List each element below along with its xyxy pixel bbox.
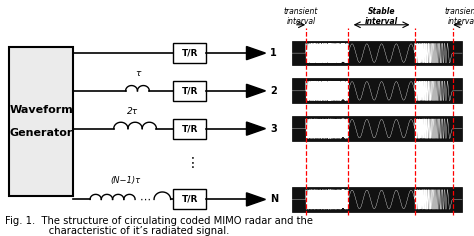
Text: Waveform

Generator: Waveform Generator: [9, 105, 73, 138]
Bar: [173, 43, 206, 63]
Text: 1: 1: [270, 48, 277, 58]
Bar: [292, 78, 462, 103]
Text: τ: τ: [135, 69, 140, 78]
Text: characteristic of it’s radiated signal.: characteristic of it’s radiated signal.: [5, 226, 229, 236]
Bar: [173, 81, 206, 101]
Polygon shape: [246, 122, 265, 135]
Polygon shape: [246, 193, 265, 206]
Text: T/R: T/R: [182, 124, 198, 133]
Polygon shape: [246, 46, 265, 60]
Bar: [292, 187, 462, 212]
Text: Fig. 1.  The structure of circulating coded MIMO radar and the: Fig. 1. The structure of circulating cod…: [5, 216, 313, 226]
Text: transient
interval: transient interval: [284, 7, 318, 26]
Text: T/R: T/R: [182, 86, 198, 95]
Text: 2: 2: [270, 86, 277, 96]
Bar: [173, 118, 206, 139]
Polygon shape: [246, 84, 265, 97]
Text: T/R: T/R: [182, 195, 198, 204]
Text: N: N: [270, 194, 278, 204]
Text: T/R: T/R: [182, 49, 198, 58]
Text: 2τ: 2τ: [127, 107, 138, 116]
Bar: [173, 189, 206, 210]
Text: $\vdots$: $\vdots$: [185, 155, 194, 170]
Bar: [9, 47, 73, 196]
Text: Stable
interval: Stable interval: [365, 7, 398, 26]
Text: 3: 3: [270, 124, 277, 134]
Bar: [292, 41, 462, 65]
Text: $\cdots$: $\cdots$: [138, 193, 151, 203]
Text: transient
interval: transient interval: [445, 7, 474, 26]
Text: (N−1)τ: (N−1)τ: [110, 176, 141, 185]
Bar: [292, 116, 462, 141]
